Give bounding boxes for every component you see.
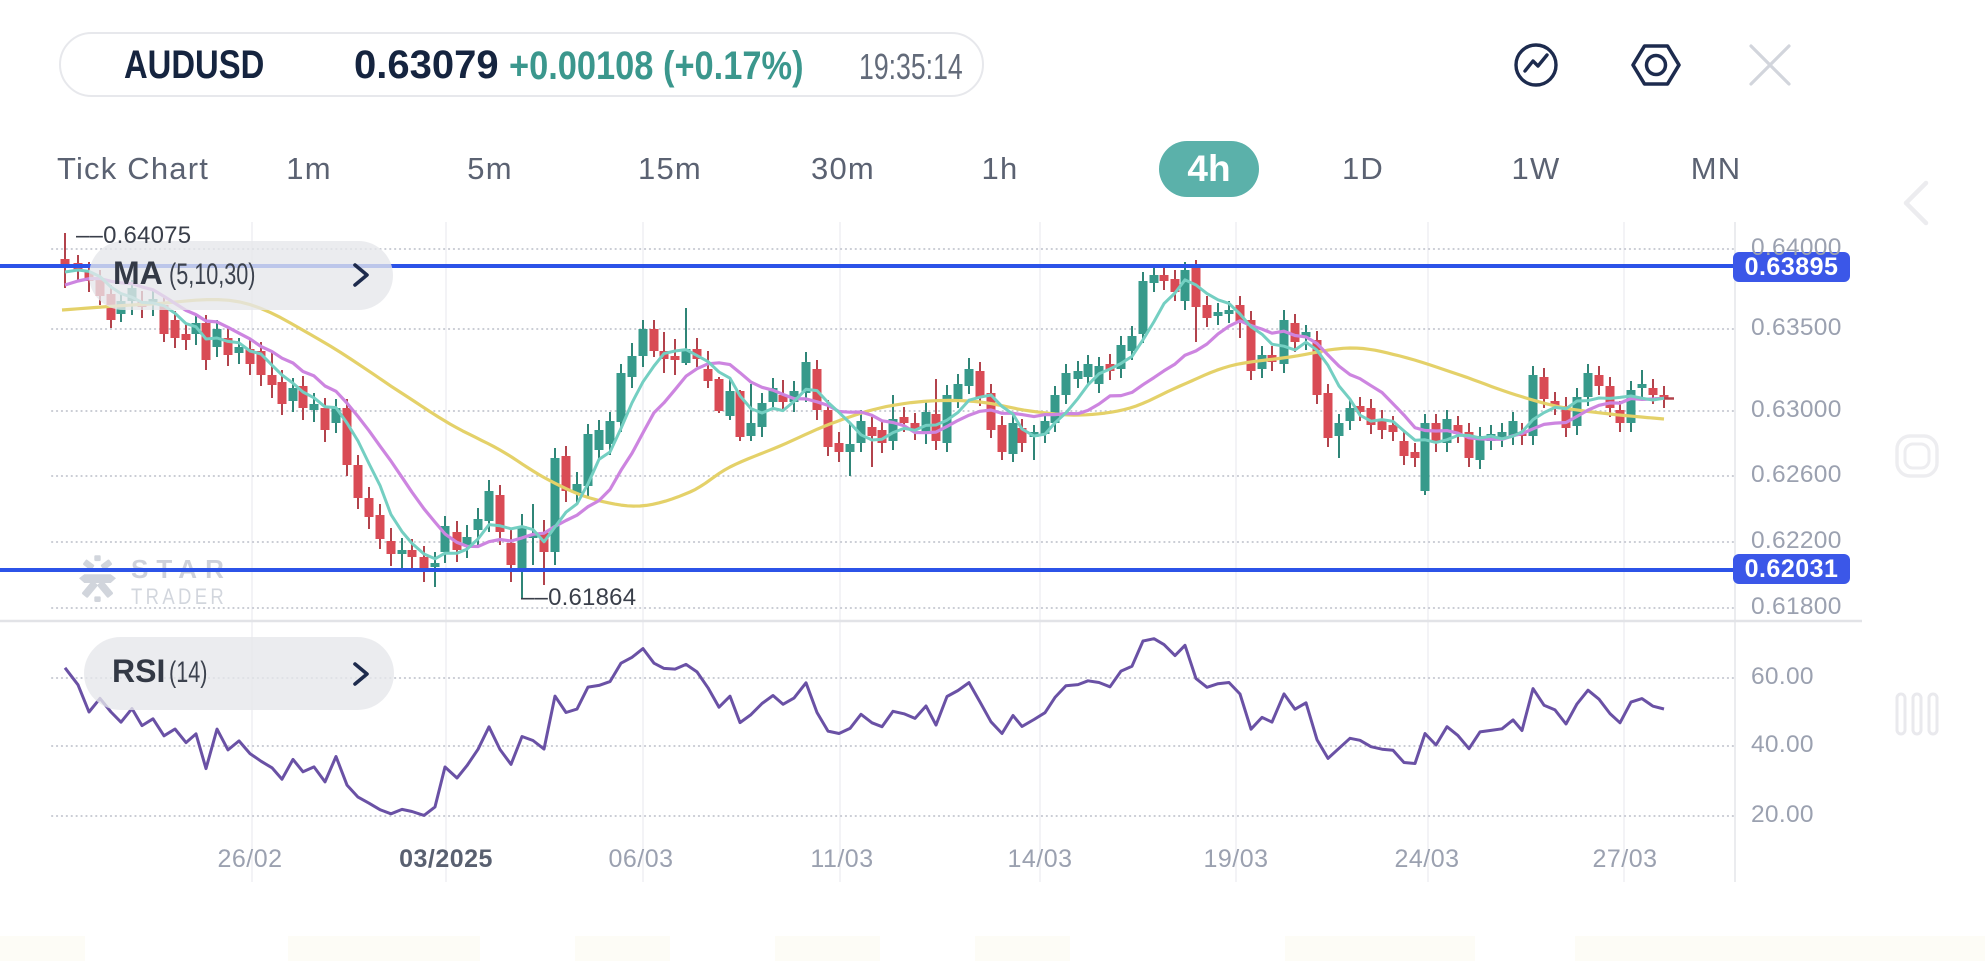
- svg-text:TRADER: TRADER: [131, 586, 227, 610]
